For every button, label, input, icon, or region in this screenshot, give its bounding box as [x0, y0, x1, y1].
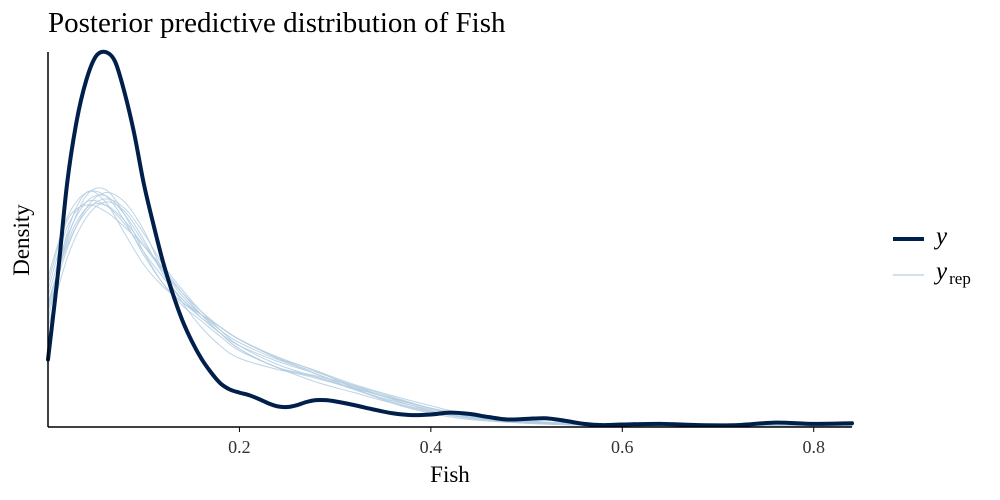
yrep-density-line-4 — [47, 190, 853, 427]
legend: y y rep — [893, 223, 971, 288]
y-density-line — [46, 49, 854, 428]
x-axis-label: Fish — [430, 462, 470, 487]
legend-yrep-label: y rep — [933, 258, 971, 288]
x-tick-label: 0.4 — [420, 437, 443, 457]
y-axis-label: Density — [9, 204, 34, 276]
yrep-density-line-10 — [47, 203, 853, 427]
yrep-density-line-6 — [47, 191, 853, 427]
yrep-density-line-7 — [47, 194, 853, 427]
yrep-density-line-1 — [47, 199, 853, 427]
x-tick-label: 0.2 — [228, 437, 251, 457]
legend-y-label: y — [933, 223, 948, 250]
yrep-density-line-3 — [47, 198, 853, 427]
legend-yrep-main: y — [933, 258, 948, 285]
yrep-density-line-9 — [47, 190, 853, 427]
chart-title: Posterior predictive distribution of Fis… — [48, 7, 506, 39]
x-ticks-group: 0.2 0.4 0.6 0.8 — [228, 427, 825, 457]
x-tick-label: 0.6 — [611, 437, 634, 457]
x-tick-label: 0.8 — [802, 437, 825, 457]
y-series-group — [46, 49, 854, 428]
yrep-series-group — [47, 187, 853, 427]
yrep-density-line-2 — [47, 187, 853, 427]
yrep-density-line-5 — [47, 204, 853, 427]
yrep-density-line-8 — [47, 201, 853, 427]
legend-yrep-sub: rep — [949, 269, 971, 288]
